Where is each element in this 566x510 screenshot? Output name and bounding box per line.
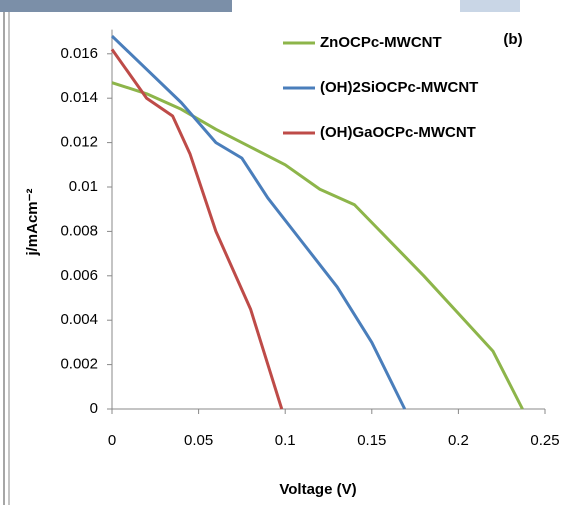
y-tick-label: 0.016 [60, 45, 98, 62]
series-line [110, 48, 284, 410]
y-tick-label: 0.002 [60, 356, 98, 373]
y-tick-label: 0 [90, 400, 98, 417]
x-tick-label: 0.1 [275, 432, 296, 449]
series-line [111, 81, 524, 410]
top-strip-right [460, 0, 520, 12]
panel-label: (b) [503, 31, 522, 48]
y-tick-label: 0.012 [60, 134, 98, 151]
top-strip [0, 0, 232, 12]
y-tick-label: 0.006 [60, 267, 98, 284]
legend-label: (OH)2SiOCPc-MWCNT [320, 79, 478, 96]
legend-label: (OH)GaOCPc-MWCNT [320, 124, 476, 141]
y-tick-label: 0.004 [60, 311, 98, 328]
legend-label: ZnOCPc-MWCNT [320, 34, 442, 51]
y-axis-label: j/mAcm⁻² [24, 188, 41, 256]
y-tick-label: 0.014 [60, 89, 98, 106]
x-tick-label: 0.2 [448, 432, 469, 449]
series-line [110, 34, 407, 410]
x-tick-label: 0.25 [530, 432, 559, 449]
x-tick-label: 0.05 [184, 432, 213, 449]
y-tick-label: 0.01 [69, 178, 98, 195]
x-tick-label: 0 [108, 432, 116, 449]
y-tick-label: 0.008 [60, 222, 98, 239]
x-axis-label: Voltage (V) [279, 481, 356, 498]
x-tick-label: 0.15 [357, 432, 386, 449]
